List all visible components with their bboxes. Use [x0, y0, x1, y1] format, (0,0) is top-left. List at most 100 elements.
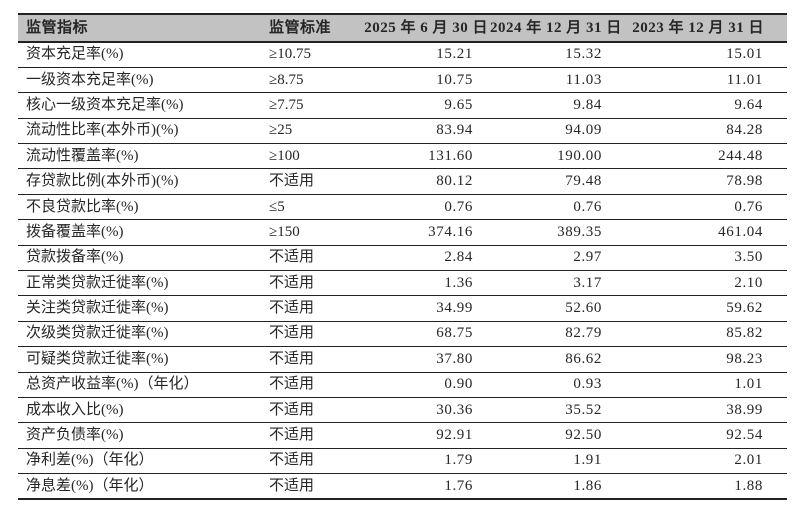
value-2025-cell: 0.90	[444, 376, 473, 393]
table-row: 拨备覆盖率(%) ≥150 374.16 389.35 461.04	[18, 219, 787, 245]
value-2024-cell: 0.93	[573, 376, 602, 393]
standard-cell: ≥25	[269, 122, 293, 139]
column-header-standard: 监管标准	[269, 19, 332, 36]
column-header-indicator: 监管指标	[26, 19, 89, 36]
indicator-cell: 流动性比率(本外币)(%)	[26, 122, 179, 139]
standard-cell: 不适用	[269, 173, 315, 190]
indicator-cell: 次级类贷款迁徙率(%)	[26, 325, 169, 342]
indicator-cell: 成本收入比(%)	[26, 401, 124, 418]
table-row: 可疑类贷款迁徙率(%) 不适用 37.80 86.62 98.23	[18, 346, 787, 372]
indicator-cell: 资本充足率(%)	[26, 46, 124, 63]
value-2024-cell: 2.97	[573, 249, 602, 266]
standard-cell: ≥7.75	[269, 96, 304, 113]
table-row: 成本收入比(%) 不适用 30.36 35.52 38.99	[18, 397, 787, 422]
value-2023-cell: 11.01	[726, 71, 763, 88]
column-header-date-2025-06-30: 2025 年 6 月 30 日	[364, 19, 488, 36]
table-row: 关注类贷款迁徙率(%) 不适用 34.99 52.60 59.62	[18, 295, 787, 321]
value-2024-cell: 79.48	[565, 173, 602, 190]
indicator-cell: 贷款拨备率(%)	[26, 249, 124, 266]
indicator-cell: 一级资本充足率(%)	[26, 71, 154, 88]
value-2025-cell: 37.80	[436, 350, 473, 367]
value-2024-cell: 0.76	[573, 198, 602, 215]
table-row: 不良贷款比率(%) ≤5 0.76 0.76 0.76	[18, 194, 787, 219]
standard-cell: 不适用	[269, 376, 315, 393]
standard-cell: ≥150	[269, 223, 300, 240]
value-2025-cell: 0.76	[444, 198, 473, 215]
value-2024-cell: 1.86	[573, 477, 602, 494]
standard-cell: 不适用	[269, 452, 315, 469]
table-row: 流动性比率(本外币)(%) ≥25 83.94 94.09 84.28	[18, 118, 787, 143]
indicator-cell: 核心一级资本充足率(%)	[26, 96, 184, 113]
value-2025-cell: 10.75	[436, 71, 473, 88]
value-2024-cell: 82.79	[565, 325, 602, 342]
table-row: 净利差(%)（年化） 不适用 1.79 1.91 2.01	[18, 448, 787, 473]
column-header-date-2024-12-31: 2024 年 12 月 31 日	[490, 19, 621, 36]
value-2025-cell: 1.36	[444, 274, 473, 291]
value-2025-cell: 68.75	[436, 325, 473, 342]
value-2023-cell: 85.82	[726, 325, 763, 342]
value-2024-cell: 86.62	[565, 350, 602, 367]
value-2024-cell: 190.00	[557, 147, 602, 164]
indicator-cell: 可疑类贷款迁徙率(%)	[26, 350, 169, 367]
table-row: 资本充足率(%) ≥10.75 15.21 15.32 15.01	[18, 42, 787, 67]
indicator-cell: 流动性覆盖率(%)	[26, 147, 139, 164]
table-row: 净息差(%)（年化） 不适用 1.76 1.86 1.88	[18, 473, 787, 499]
value-2025-cell: 2.84	[444, 249, 473, 266]
value-2023-cell: 2.10	[734, 274, 763, 291]
standard-cell: ≥10.75	[269, 46, 311, 63]
value-2024-cell: 35.52	[565, 401, 602, 418]
value-2025-cell: 30.36	[436, 401, 473, 418]
table-row: 存贷款比例(本外币)(%) 不适用 80.12 79.48 78.98	[18, 168, 787, 194]
table-header-row: 监管指标 监管标准 2025 年 6 月 30 日 2024 年 12 月 31…	[18, 14, 787, 42]
indicator-cell: 存贷款比例(本外币)(%)	[26, 173, 179, 190]
value-2023-cell: 461.04	[718, 223, 763, 240]
value-2023-cell: 1.01	[734, 376, 763, 393]
value-2023-cell: 78.98	[726, 173, 763, 190]
value-2023-cell: 15.01	[726, 46, 763, 63]
value-2024-cell: 389.35	[557, 223, 602, 240]
standard-cell: 不适用	[269, 300, 315, 317]
table-row: 核心一级资本充足率(%) ≥7.75 9.65 9.84 9.64	[18, 92, 787, 118]
value-2023-cell: 9.64	[734, 96, 763, 113]
value-2024-cell: 3.17	[573, 274, 602, 291]
standard-cell: 不适用	[269, 350, 315, 367]
standard-cell: ≥100	[269, 147, 300, 164]
value-2024-cell: 1.91	[573, 452, 602, 469]
standard-cell: 不适用	[269, 427, 315, 444]
value-2025-cell: 1.79	[444, 452, 473, 469]
value-2023-cell: 3.50	[734, 249, 763, 266]
value-2025-cell: 131.60	[428, 147, 473, 164]
value-2024-cell: 52.60	[565, 300, 602, 317]
table-row: 资产负债率(%) 不适用 92.91 92.50 92.54	[18, 422, 787, 448]
value-2024-cell: 15.32	[565, 46, 602, 63]
value-2025-cell: 34.99	[436, 300, 473, 317]
standard-cell: 不适用	[269, 401, 315, 418]
value-2025-cell: 374.16	[428, 223, 473, 240]
standard-cell: 不适用	[269, 477, 315, 494]
value-2023-cell: 244.48	[718, 147, 763, 164]
column-header-date-2023-12-31: 2023 年 12 月 31 日	[632, 19, 764, 36]
table-row: 总资产收益率(%)（年化） 不适用 0.90 0.93 1.01	[18, 372, 787, 397]
indicator-cell: 净息差(%)（年化）	[26, 477, 154, 494]
standard-cell: 不适用	[269, 274, 315, 291]
table-row: 一级资本充足率(%) ≥8.75 10.75 11.03 11.01	[18, 67, 787, 92]
value-2025-cell: 9.65	[444, 96, 473, 113]
value-2023-cell: 38.99	[726, 401, 763, 418]
indicator-cell: 拨备覆盖率(%)	[26, 223, 124, 240]
regulatory-indicators-table: 监管指标 监管标准 2025 年 6 月 30 日 2024 年 12 月 31…	[18, 13, 787, 501]
value-2025-cell: 80.12	[436, 173, 473, 190]
indicator-cell: 资产负债率(%)	[26, 427, 124, 444]
value-2025-cell: 1.76	[444, 477, 473, 494]
table-body: 资本充足率(%) ≥10.75 15.21 15.32 15.01 一级资本充足率(%) ≥…	[18, 42, 787, 499]
indicator-cell: 正常类贷款迁徙率(%)	[26, 274, 169, 291]
value-2023-cell: 98.23	[726, 350, 763, 367]
value-2023-cell: 92.54	[726, 427, 763, 444]
value-2024-cell: 92.50	[565, 427, 602, 444]
standard-cell: ≤5	[269, 198, 285, 215]
value-2023-cell: 0.76	[734, 198, 763, 215]
standard-cell: ≥8.75	[269, 71, 304, 88]
indicator-cell: 关注类贷款迁徙率(%)	[26, 300, 169, 317]
value-2023-cell: 2.01	[734, 452, 763, 469]
indicator-cell: 不良贷款比率(%)	[26, 198, 139, 215]
